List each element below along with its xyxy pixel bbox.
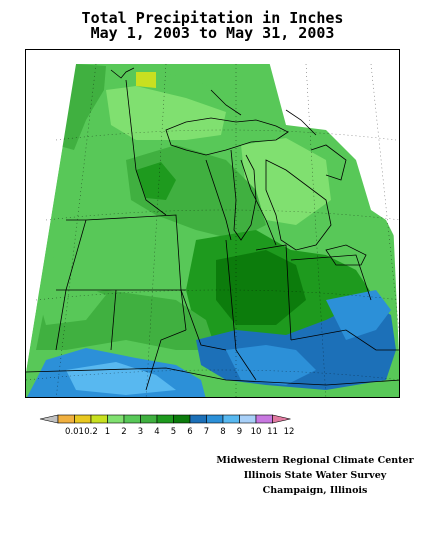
precip-zone-4in-sw bbox=[36, 280, 106, 325]
legend-label: 1 bbox=[105, 427, 110, 437]
legend-swatch bbox=[74, 414, 92, 424]
precip-zone-9in-south bbox=[226, 345, 316, 385]
precip-zone-3in-east bbox=[241, 138, 331, 225]
map-title-line2: May 1, 2003 to May 31, 2003 bbox=[90, 24, 335, 42]
legend-swatch bbox=[173, 414, 191, 424]
legend-label: 3 bbox=[138, 427, 143, 437]
legend-swatch bbox=[107, 414, 125, 424]
precip-zone-2in bbox=[136, 72, 156, 88]
legend-swatch bbox=[57, 414, 75, 424]
legend-label: 8 bbox=[220, 427, 225, 437]
legend-label: 11 bbox=[267, 427, 278, 437]
credit-line-1: Midwestern Regional Climate Center bbox=[216, 455, 414, 466]
credit-line-3: Champaign, Illinois bbox=[262, 485, 368, 496]
legend-label: 2 bbox=[121, 427, 126, 437]
credits: Midwestern Regional Climate Center Illin… bbox=[215, 453, 415, 498]
legend-arrow-left bbox=[39, 414, 59, 424]
legend-label: 4 bbox=[154, 427, 159, 437]
legend-swatch bbox=[255, 414, 273, 424]
legend-swatch bbox=[189, 414, 207, 424]
legend-swatch bbox=[123, 414, 141, 424]
precip-zone-3in-north bbox=[26, 64, 236, 372]
legend-label: 6 bbox=[187, 427, 192, 437]
precip-zone-7in bbox=[216, 250, 306, 325]
legend-swatch bbox=[90, 414, 108, 424]
legend-label: 7 bbox=[204, 427, 209, 437]
legend-arrow-right bbox=[272, 414, 291, 424]
precip-zone-5in-west bbox=[56, 64, 106, 150]
legend-swatch bbox=[140, 414, 158, 424]
out-of-domain-northeast bbox=[266, 50, 399, 246]
out-of-domain-north bbox=[26, 50, 399, 372]
legend-svg: 0.01 0.2 1 2 3 4 5 6 7 8 9 10 11 12 bbox=[39, 414, 295, 437]
legend-label: 9 bbox=[237, 427, 242, 437]
legend-label: 5 bbox=[171, 427, 176, 437]
legend-swatch bbox=[239, 414, 257, 424]
legend-label: 0.01 bbox=[65, 427, 84, 437]
legend-label: 12 bbox=[284, 427, 295, 437]
credit-line-2: Illinois State Water Survey bbox=[243, 470, 387, 481]
precipitation-legend: 0.01 0.2 1 2 3 4 5 6 7 8 9 10 11 12 bbox=[38, 413, 388, 443]
legend-swatch bbox=[156, 414, 174, 424]
precip-zone-6in-wisconsin bbox=[136, 162, 176, 200]
precipitation-map bbox=[25, 49, 400, 398]
legend-swatch bbox=[206, 414, 224, 424]
legend-swatch bbox=[222, 414, 240, 424]
map-title: Total Precipitation in Inches May 1, 200… bbox=[0, 11, 425, 41]
precipitation-map-svg bbox=[26, 50, 399, 397]
precip-zone-3in-light bbox=[106, 86, 226, 140]
map-title-line1: Total Precipitation in Inches bbox=[81, 9, 344, 27]
coastlines bbox=[110, 67, 367, 266]
state-boundaries bbox=[26, 79, 399, 391]
legend-label: 10 bbox=[251, 427, 262, 437]
precip-zone-9in-southeast bbox=[326, 290, 391, 340]
lat-lon-grid bbox=[26, 63, 399, 397]
legend-label: 0.2 bbox=[84, 427, 98, 437]
